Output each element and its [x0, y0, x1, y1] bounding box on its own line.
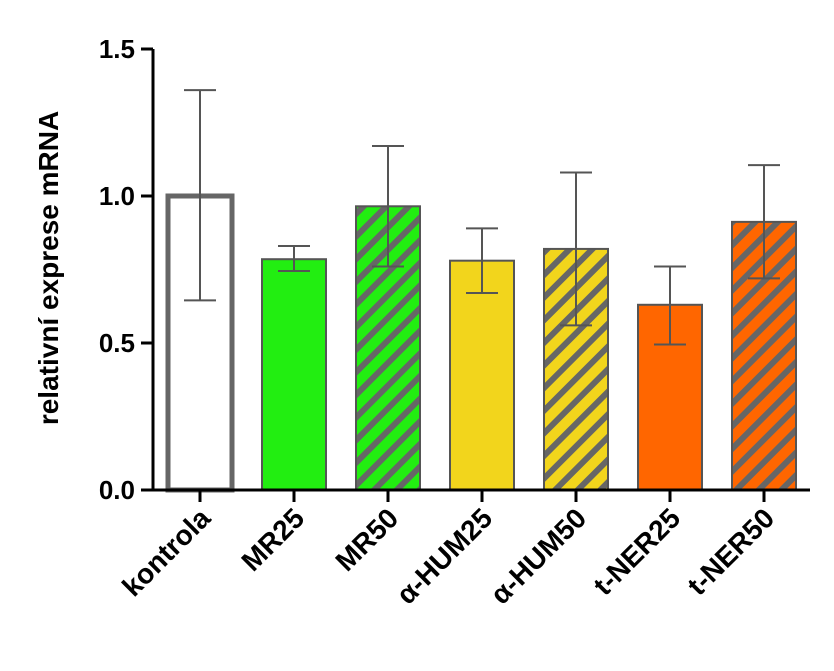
- error-bar: [278, 244, 310, 272]
- x-tick-label: MR25: [235, 502, 310, 577]
- x-tick-label: kontrola: [116, 502, 216, 602]
- error-bar: [372, 145, 404, 268]
- y-axis-title: relativní exprese mRNA: [33, 111, 64, 425]
- x-tick-label: α-HUM25: [390, 502, 498, 610]
- error-bar: [748, 164, 780, 280]
- error-bar: [560, 171, 592, 327]
- bar-hum25: [449, 259, 515, 491]
- y-tick-label: 1.5: [99, 34, 135, 64]
- y-tick-label: 1.0: [99, 181, 135, 211]
- y-tick-label: 0.0: [99, 475, 135, 505]
- error-bar: [654, 265, 686, 346]
- error-bar: [184, 89, 216, 302]
- x-tick-label: α-HUM50: [484, 502, 592, 610]
- axes-layer: [141, 47, 810, 502]
- x-tick-label: MR50: [329, 502, 404, 577]
- y-tick-label: 0.5: [99, 328, 135, 358]
- error-bar: [466, 227, 498, 295]
- bar-mr25: [261, 258, 327, 491]
- error-bars-layer: [184, 89, 780, 346]
- x-tick-label: t-NER25: [587, 502, 686, 601]
- x-tick-label: t-NER50: [681, 502, 780, 601]
